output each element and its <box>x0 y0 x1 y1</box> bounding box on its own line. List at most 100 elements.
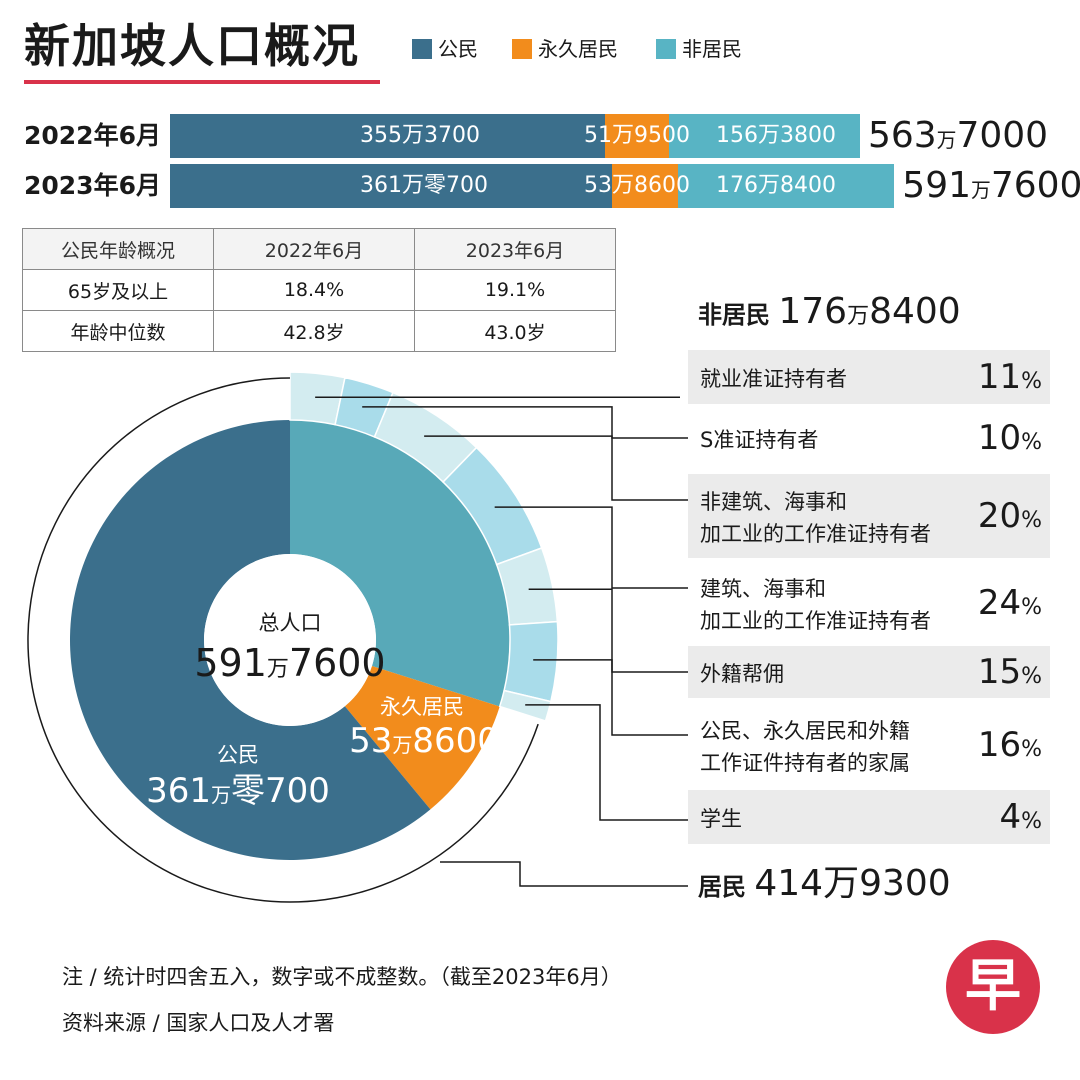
resident-panel-title: 居民 414万9300 <box>698 862 951 909</box>
nonresident-category-percent: 11% <box>978 357 1042 402</box>
donut-center-total-suffix: 7600 <box>289 641 386 685</box>
nonresident-category-label: 公民、永久居民和外籍 工作证件持有者的家属 <box>700 719 910 775</box>
leader-line <box>533 659 688 736</box>
legend-pr: 永久居民 <box>512 36 618 62</box>
legend-nonresidents: 非居民 <box>656 36 742 62</box>
donut-center-total: 591万7600 <box>194 641 385 685</box>
title-underline <box>24 80 380 84</box>
table-header-cell: 公民年龄概况 <box>22 228 214 270</box>
percent-sign: % <box>1021 664 1042 689</box>
nonresident-title: 非居民 <box>698 301 770 329</box>
resident-title: 居民 <box>698 873 746 901</box>
nonresident-category-row: 建筑、海事和 加工业的工作准证持有者 24% <box>688 562 1050 644</box>
legend-citizens: 公民 <box>412 36 478 62</box>
leader-line <box>424 435 688 501</box>
bar-2023-total: 591万7600 <box>902 164 1080 213</box>
bar-2023-citizens <box>170 164 612 208</box>
resident-total: 414万9300 <box>754 863 951 904</box>
bar-label-2022: 2022年6月 <box>24 121 161 150</box>
donut-citizens-value: 361万零700 <box>146 771 330 811</box>
percent-sign: % <box>1021 369 1042 394</box>
nonresident-category-percent-value: 10 <box>977 418 1022 458</box>
leader-line <box>494 506 688 589</box>
leader-line <box>362 406 688 439</box>
nonresident-category-row: 学生 4% <box>688 790 1050 844</box>
donut-pr-value-unit: 万 <box>392 733 412 757</box>
percent-sign: % <box>1021 508 1042 533</box>
donut-pr-label: 永久居民 <box>380 695 464 719</box>
nonresident-category-label: S准证持有者 <box>700 428 819 452</box>
nonresident-category-percent-value: 4 <box>999 797 1022 837</box>
legend-swatch-nonresidents <box>656 39 676 59</box>
nonresident-category-label: 非建筑、海事和 加工业的工作准证持有者 <box>700 490 931 546</box>
percent-sign: % <box>1021 809 1042 834</box>
donut-center-hole <box>204 554 376 726</box>
bar-2023-total-suffix: 7600 <box>990 165 1080 206</box>
table-row: 65岁及以上 18.4% 19.1% <box>22 269 616 311</box>
nonresident-category-percent: 4% <box>999 797 1042 842</box>
bar-2023-pr <box>611 164 678 208</box>
nonresident-category-percent: 15% <box>978 652 1042 697</box>
nonresident-category-percent-value: 11 <box>977 357 1022 397</box>
percent-sign: % <box>1021 737 1042 762</box>
legend-swatch-citizens <box>412 39 432 59</box>
outer-ring-segment <box>503 620 559 703</box>
nonresident-category-row: 就业准证持有者 11% <box>688 350 1050 404</box>
table-cell: 42.8岁 <box>213 310 415 352</box>
nonresident-category-percent: 16% <box>978 725 1042 770</box>
donut-citizens-label: 公民 <box>217 743 259 767</box>
nonresident-category-label: 外籍帮佣 <box>700 662 784 686</box>
bar-2022-nonresidents-label: 156万3800 <box>716 123 836 148</box>
bar-2022-citizens-label: 355万3700 <box>360 123 480 148</box>
nonresident-category-percent: 10% <box>978 418 1042 463</box>
legend-label-nonresidents: 非居民 <box>682 37 742 61</box>
nonresident-category-row: 公民、永久居民和外籍 工作证件持有者的家属 16% <box>688 704 1050 786</box>
donut-citizens-value-prefix: 361 <box>146 771 211 811</box>
bar-2022-total-suffix: 7000 <box>956 115 1049 156</box>
table-header-row: 公民年龄概况 2022年6月 2023年6月 <box>22 228 616 270</box>
donut-citizens-value-suffix: 零700 <box>231 771 330 811</box>
page-title: 新加坡人口概况 <box>24 19 360 73</box>
table-cell: 65岁及以上 <box>22 269 214 311</box>
legend-swatch-pr <box>512 39 532 59</box>
donut-center-total-prefix: 591 <box>194 641 267 685</box>
bar-2022-pr-label: 51万9500 <box>584 123 690 148</box>
percent-sign: % <box>1021 430 1042 455</box>
bar-2022: 355万3700 51万9500 156万3800 <box>170 114 860 158</box>
donut-slice-citizens <box>69 420 431 860</box>
nonresident-total-suffix: 8400 <box>869 291 961 332</box>
nonresident-category-row: 外籍帮佣 15% <box>688 646 1050 698</box>
bar-2023-pr-label: 53万8600 <box>584 173 690 198</box>
outer-ring-segment <box>498 689 552 722</box>
table-cell: 43.0岁 <box>414 310 616 352</box>
table-row: 年龄中位数 42.8岁 43.0岁 <box>22 310 616 352</box>
nonresident-category-label: 学生 <box>700 807 742 831</box>
nonresident-category-percent-value: 24 <box>977 583 1022 623</box>
percent-sign: % <box>1021 595 1042 620</box>
nonresident-total-unit: 万 <box>847 304 870 329</box>
citizen-age-table: 公民年龄概况 2022年6月 2023年6月 65岁及以上 18.4% 19.1… <box>22 228 616 352</box>
donut-slice-nonresidents <box>290 420 510 707</box>
source-note: 资料来源 / 国家人口及人才署 <box>62 1011 335 1035</box>
bar-2022-nonresidents <box>668 114 860 158</box>
donut-pr-value-suffix: 8600 <box>412 721 499 761</box>
bar-2023-total-prefix: 591 <box>902 165 972 206</box>
residents-leader-line <box>440 861 688 887</box>
footnote: 注 / 统计时四舍五入，数字或不成整数。（截至2023年6月） <box>62 965 622 989</box>
nonresident-category-percent: 20% <box>978 496 1042 541</box>
bar-2022-total: 563万7000 <box>868 114 1048 163</box>
bar-2023-citizens-label: 361万零700 <box>360 173 488 198</box>
bar-2022-total-prefix: 563 <box>867 115 937 156</box>
donut-center-total-unit: 万 <box>267 657 289 682</box>
nonresident-category-row: S准证持有者 10% <box>688 410 1050 466</box>
nonresident-category-label: 建筑、海事和 加工业的工作准证持有者 <box>700 577 931 633</box>
leader-line <box>525 704 688 821</box>
donut-pr-value-prefix: 53 <box>349 721 392 761</box>
donut-slice-pr <box>344 665 500 810</box>
nonresident-category-percent: 24% <box>978 583 1042 628</box>
bar-2022-citizens <box>170 114 605 158</box>
nonresident-category-row: 非建筑、海事和 加工业的工作准证持有者 20% <box>688 474 1050 558</box>
nonresident-total: 176万8400 <box>778 291 960 332</box>
nonresident-category-percent-value: 20 <box>977 496 1022 536</box>
table-header-cell: 2023年6月 <box>414 228 616 270</box>
